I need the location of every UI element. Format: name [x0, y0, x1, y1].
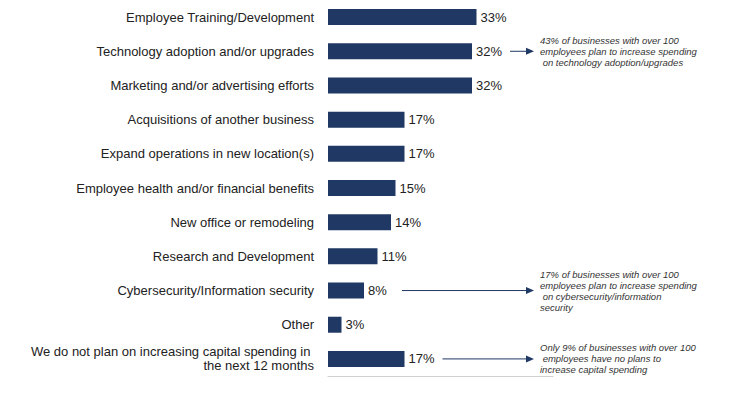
svg-text:We do not plan on increasing c: We do not plan on increasing capital spe… — [31, 344, 314, 359]
svg-text:Expand operations in new locat: Expand operations in new location(s) — [101, 146, 314, 161]
svg-text:Acquisitions of another busine: Acquisitions of another business — [128, 112, 315, 127]
svg-text:employees plan to increase spe: employees plan to increase spending — [540, 280, 698, 291]
svg-text:17%: 17% — [409, 112, 435, 127]
svg-text:Cybersecurity/Information secu: Cybersecurity/Information security — [117, 283, 314, 298]
svg-text:employees have no plans to: employees have no plans to — [540, 353, 664, 364]
svg-text:Employee health and/or financi: Employee health and/or financial benefit… — [76, 181, 314, 196]
svg-text:Other: Other — [281, 317, 314, 332]
svg-text:15%: 15% — [400, 181, 426, 196]
svg-text:the next 12 months: the next 12 months — [203, 358, 314, 373]
svg-text:on cybersecurity/information: on cybersecurity/information — [540, 291, 664, 302]
svg-text:14%: 14% — [395, 215, 421, 230]
svg-text:33%: 33% — [481, 10, 507, 25]
svg-text:32%: 32% — [476, 78, 502, 93]
svg-text:Only 9% of businesses with ove: Only 9% of businesses with over 100 — [540, 342, 696, 353]
svg-text:Employee Training/Development: Employee Training/Development — [126, 10, 314, 25]
svg-text:43% of businesses with over 10: 43% of businesses with over 100 — [540, 35, 682, 46]
svg-text:New office or remodeling: New office or remodeling — [170, 215, 314, 230]
svg-text:8%: 8% — [368, 283, 387, 298]
svg-text:Research and Development: Research and Development — [153, 249, 315, 264]
svg-text:on technology adoption/upgrade: on technology adoption/upgrades — [540, 57, 683, 68]
svg-text:3%: 3% — [346, 317, 365, 332]
svg-text:17% of businesses with over 10: 17% of businesses with over 100 — [540, 269, 682, 280]
svg-text:security: security — [540, 302, 574, 313]
svg-text:employees plan to increase spe: employees plan to increase spending — [540, 46, 698, 57]
svg-text:32%: 32% — [476, 44, 502, 59]
svg-text:Marketing and/or advertising e: Marketing and/or advertising efforts — [110, 78, 314, 93]
svg-text:increase capital spending: increase capital spending — [540, 364, 648, 375]
svg-text:11%: 11% — [382, 249, 407, 264]
svg-text:17%: 17% — [409, 146, 435, 161]
svg-text:17%: 17% — [409, 351, 435, 366]
svg-text:Technology adoption and/or upg: Technology adoption and/or upgrades — [96, 44, 314, 59]
